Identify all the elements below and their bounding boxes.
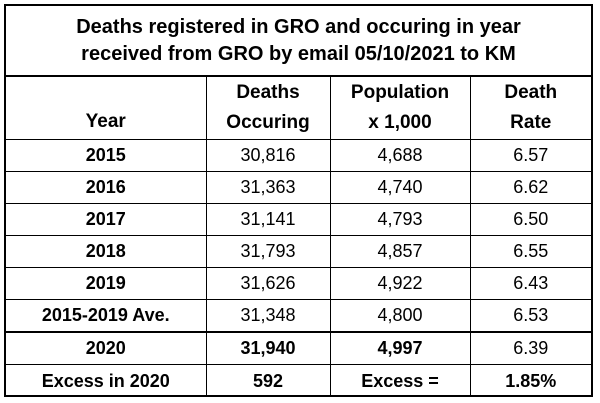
- cell-deaths: 31,940: [205, 331, 331, 365]
- cell-population: 4,740: [329, 171, 471, 204]
- cell-deaths: 30,816: [205, 139, 331, 172]
- header-rate-line-2: Rate: [510, 112, 552, 133]
- excess-equals-label: Excess =: [329, 364, 471, 397]
- cell-deaths: 31,793: [205, 235, 331, 268]
- cell-rate: 6.50: [469, 203, 591, 236]
- cell-rate: 6.39: [469, 331, 591, 365]
- header-year: Year: [6, 77, 207, 140]
- header-population-line-2: x 1,000: [368, 112, 432, 133]
- cell-population: 4,857: [329, 235, 471, 268]
- cell-year: 2017: [6, 203, 207, 236]
- cell-year: 2015-2019 Ave.: [6, 299, 207, 333]
- deaths-table-sheet: Deaths registered in GRO and occuring in…: [4, 4, 593, 397]
- cell-rate: 6.53: [469, 299, 591, 333]
- cell-population: 4,997: [329, 331, 471, 365]
- average-row: 2015-2019 Ave. 31,348 4,800 6.53: [6, 299, 591, 333]
- header-deaths-line-1: Deaths: [236, 82, 300, 103]
- cell-deaths: 31,141: [205, 203, 331, 236]
- table-row: 2017 31,141 4,793 6.50: [6, 203, 591, 236]
- header-deaths: Deaths Occuring: [205, 77, 331, 140]
- header-row: Year Deaths Occuring Population x 1,000 …: [6, 77, 591, 140]
- table-row: 2018 31,793 4,857 6.55: [6, 235, 591, 268]
- cell-deaths: 31,363: [205, 171, 331, 204]
- cell-year: 2018: [6, 235, 207, 268]
- cell-rate: 6.55: [469, 235, 591, 268]
- title-line-2: received from GRO by email 05/10/2021 to…: [81, 42, 516, 65]
- excess-row: Excess in 2020 592 Excess = 1.85%: [6, 364, 591, 397]
- header-population-line-1: Population: [350, 82, 450, 103]
- cell-year: 2015: [6, 139, 207, 172]
- cell-year: 2020: [6, 331, 207, 365]
- header-rate-line-1: Death: [504, 82, 558, 103]
- header-rate: Death Rate: [469, 77, 591, 140]
- table-row: 2019 31,626 4,922 6.43: [6, 267, 591, 300]
- year-2020-row: 2020 31,940 4,997 6.39: [6, 331, 591, 365]
- table-row: 2016 31,363 4,740 6.62: [6, 171, 591, 204]
- deaths-table: Year Deaths Occuring Population x 1,000 …: [6, 77, 591, 397]
- cell-rate: 6.57: [469, 139, 591, 172]
- excess-label: Excess in 2020: [6, 364, 207, 397]
- table-row: 2015 30,816 4,688 6.57: [6, 139, 591, 172]
- excess-percent: 1.85%: [469, 364, 591, 397]
- cell-population: 4,800: [329, 299, 471, 333]
- cell-population: 4,688: [329, 139, 471, 172]
- cell-year: 2016: [6, 171, 207, 204]
- cell-rate: 6.43: [469, 267, 591, 300]
- cell-deaths: 31,348: [205, 299, 331, 333]
- table-title: Deaths registered in GRO and occuring in…: [6, 6, 591, 77]
- header-population: Population x 1,000: [329, 77, 471, 140]
- cell-population: 4,922: [329, 267, 471, 300]
- excess-deaths: 592: [205, 364, 331, 397]
- cell-population: 4,793: [329, 203, 471, 236]
- title-line-1: Deaths registered in GRO and occuring in…: [76, 15, 521, 38]
- cell-deaths: 31,626: [205, 267, 331, 300]
- header-deaths-line-2: Occuring: [226, 112, 310, 133]
- cell-year: 2019: [6, 267, 207, 300]
- cell-rate: 6.62: [469, 171, 591, 204]
